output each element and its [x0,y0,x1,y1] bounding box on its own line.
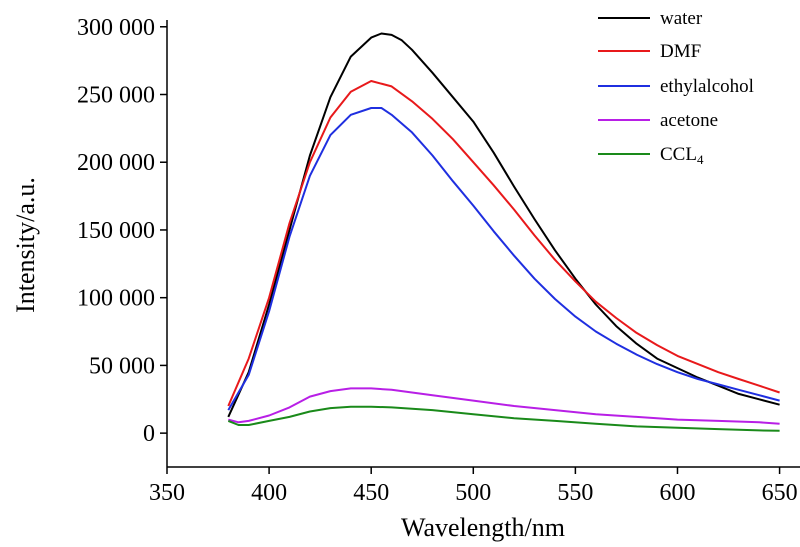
x-tick-label: 350 [149,480,185,506]
series-line-water [227,32,780,418]
legend-item-water: water [598,8,703,29]
y-tick-label: 50 000 [89,353,155,379]
y-tick-label: 300 000 [77,15,155,41]
x-tick-label: 650 [762,480,798,506]
legend-item-ccl4: CCL4 [598,144,704,167]
legend-item-ethylalcohol: ethylalcohol [598,76,754,97]
x-axis-title: Wavelength/nm [401,513,565,542]
x-tick-label: 400 [251,480,287,506]
legend-label-ccl4-sub: 4 [697,152,704,167]
x-ticks: 350 400 450 500 550 600 650 [149,467,798,506]
series-line-ethylalcohol [227,107,780,411]
y-tick-label: 0 [143,421,155,447]
x-tick-label: 450 [353,480,389,506]
legend: water DMF ethylalcohol acetone CCL4 [598,8,754,167]
legend-label-acetone: acetone [660,110,718,131]
y-tick-label: 150 000 [77,218,155,244]
series-line-acetone [228,387,780,425]
legend-item-dmf: DMF [598,41,701,62]
series-group [227,32,780,432]
y-tick-label: 100 000 [77,286,155,312]
legend-label-water: water [660,8,703,29]
legend-label-ethylalcohol: ethylalcohol [660,76,754,97]
legend-label-dmf: DMF [660,41,701,62]
y-tick-label: 200 000 [77,150,155,176]
series-line-dmf [227,80,780,407]
legend-item-acetone: acetone [598,110,718,131]
y-ticks: 0 50 000 100 000 150 000 200 000 250 000 300 0… [77,15,167,447]
x-tick-label: 550 [557,480,593,506]
x-tick-label: 500 [455,480,491,506]
x-tick-label: 600 [659,480,695,506]
y-tick-label: 250 000 [77,83,155,109]
legend-label-ccl4-main: CCL [660,144,697,165]
series-line-ccl4 [227,405,780,432]
y-axis-title: Intensity/a.u. [11,177,40,313]
legend-label-ccl4: CCL4 [660,144,704,167]
